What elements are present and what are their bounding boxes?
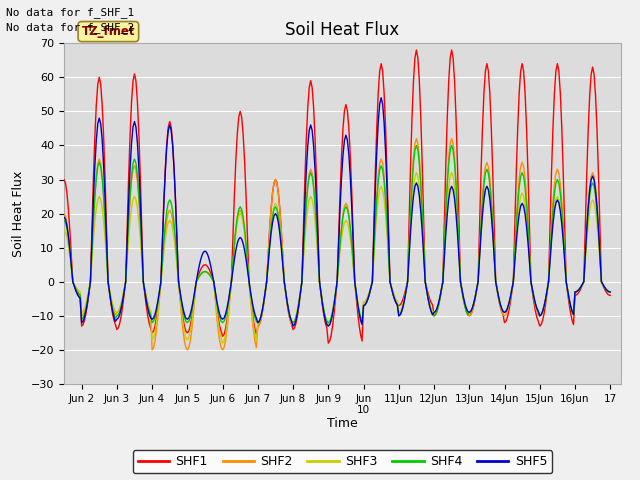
SHF3	[606, 289, 614, 295]
SHF2	[606, 289, 614, 295]
SHF5	[606, 289, 614, 295]
SHF2	[420, 242, 428, 248]
SHF1	[438, 288, 445, 293]
X-axis label: Time: Time	[327, 417, 358, 430]
Line: SHF3: SHF3	[46, 173, 610, 343]
Legend: SHF1, SHF2, SHF3, SHF4, SHF5: SHF1, SHF2, SHF3, SHF4, SHF5	[132, 450, 552, 473]
SHF3	[219, 340, 227, 346]
SHF4	[413, 143, 420, 148]
SHF1	[413, 47, 420, 53]
SHF5	[56, 233, 63, 239]
Text: No data for f_SHF_2: No data for f_SHF_2	[6, 22, 134, 33]
SHF1	[56, 206, 63, 212]
SHF3	[42, 289, 50, 295]
SHF2	[438, 288, 445, 293]
Y-axis label: Soil Heat Flux: Soil Heat Flux	[12, 170, 25, 257]
SHF4	[420, 243, 428, 249]
SHF1	[342, 102, 350, 108]
SHF1	[606, 292, 614, 298]
SHF1	[420, 219, 428, 225]
SHF5	[342, 132, 350, 138]
Line: SHF5: SHF5	[46, 98, 610, 326]
SHF1	[42, 296, 50, 301]
SHF2	[148, 347, 156, 353]
SHF3	[420, 251, 428, 256]
SHF4	[606, 289, 614, 295]
SHF2	[42, 292, 50, 298]
SHF3	[438, 287, 445, 293]
SHF3	[92, 205, 100, 211]
SHF1	[324, 340, 332, 346]
Text: TZ_fmet: TZ_fmet	[82, 25, 135, 38]
Text: No data for f_SHF_1: No data for f_SHF_1	[6, 7, 134, 18]
SHF4	[276, 226, 284, 232]
SHF2	[56, 231, 63, 237]
SHF5	[438, 287, 445, 293]
SHF5	[378, 95, 385, 101]
SHF2	[276, 206, 284, 212]
SHF4	[92, 176, 100, 181]
Title: Soil Heat Flux: Soil Heat Flux	[285, 21, 399, 39]
Line: SHF4: SHF4	[46, 145, 610, 323]
SHF2	[342, 201, 350, 206]
SHF5	[92, 137, 100, 143]
SHF1	[92, 102, 100, 108]
SHF3	[413, 170, 420, 176]
SHF5	[420, 253, 428, 259]
SHF1	[275, 191, 282, 196]
SHF4	[438, 288, 445, 293]
SHF4	[342, 204, 350, 210]
Line: SHF1: SHF1	[46, 50, 610, 343]
SHF5	[289, 323, 297, 329]
SHF4	[56, 236, 63, 241]
SHF5	[275, 220, 282, 226]
SHF2	[413, 136, 420, 142]
Line: SHF2: SHF2	[46, 139, 610, 350]
SHF3	[56, 243, 63, 249]
SHF5	[42, 296, 50, 301]
SHF2	[92, 173, 100, 179]
SHF4	[148, 320, 156, 325]
SHF4	[42, 292, 50, 298]
SHF3	[342, 217, 350, 223]
SHF3	[276, 224, 284, 229]
